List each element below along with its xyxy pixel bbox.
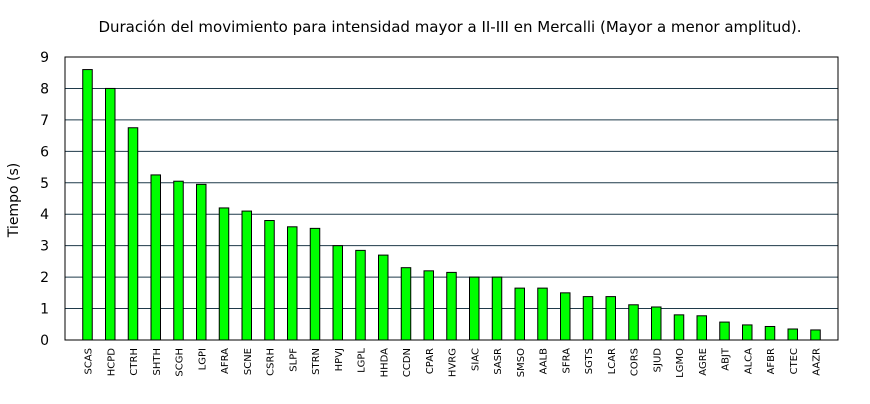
x-tick-label: SFRA bbox=[561, 348, 572, 374]
bar bbox=[787, 328, 798, 341]
bars bbox=[82, 69, 821, 341]
bar bbox=[537, 287, 548, 341]
x-tick-label: LCAR bbox=[607, 348, 618, 374]
y-tick-label: 7 bbox=[40, 113, 49, 129]
y-axis-label: Tiempo (s) bbox=[6, 163, 22, 238]
bar bbox=[82, 69, 93, 341]
bar bbox=[514, 287, 525, 341]
x-tick-label: LGMO bbox=[675, 348, 686, 378]
bar bbox=[491, 276, 503, 341]
x-tick-label: CTRH bbox=[129, 348, 140, 376]
bar bbox=[196, 183, 207, 341]
x-tick-label: SHTH bbox=[152, 348, 163, 376]
x-tick-label: HCPD bbox=[106, 348, 117, 377]
y-tick-labels: 0 1 2 3 4 5 6 7 8 9 bbox=[40, 50, 49, 349]
y-tick-label: 3 bbox=[40, 239, 49, 255]
x-tick-label: SCGH bbox=[175, 348, 186, 377]
y-tick-label: 9 bbox=[40, 50, 49, 66]
x-tick-label: CTEC bbox=[789, 348, 800, 374]
y-tick-label: 1 bbox=[40, 302, 49, 318]
bar bbox=[446, 271, 457, 341]
bar bbox=[173, 180, 184, 341]
x-tick-label: AFRA bbox=[220, 348, 231, 374]
x-tick-label: SGTS bbox=[584, 348, 595, 374]
x-tick-label: CORS bbox=[630, 348, 641, 376]
x-tick-label: HPVJ bbox=[334, 348, 345, 371]
y-tick-label: 5 bbox=[40, 176, 49, 192]
bar bbox=[105, 87, 116, 341]
bar bbox=[810, 329, 821, 341]
x-tick-label: CSRH bbox=[266, 348, 277, 376]
x-tick-label: SCAS bbox=[84, 348, 95, 375]
bar bbox=[218, 207, 230, 341]
y-tick-label: 4 bbox=[40, 207, 49, 223]
x-tick-label: HVRG bbox=[448, 348, 459, 377]
bar bbox=[651, 306, 662, 341]
bar bbox=[719, 321, 730, 341]
bar bbox=[696, 315, 707, 341]
bar bbox=[560, 292, 571, 341]
bar bbox=[309, 227, 321, 341]
x-tick-label: AALB bbox=[539, 348, 550, 375]
x-tick-label: SASR bbox=[493, 348, 504, 375]
bar bbox=[764, 325, 776, 341]
bar bbox=[241, 210, 252, 341]
bar bbox=[378, 254, 389, 341]
bar bbox=[605, 296, 616, 341]
bar bbox=[673, 314, 685, 341]
x-tick-label: ALCA bbox=[743, 348, 754, 374]
bar bbox=[287, 226, 298, 341]
bar bbox=[332, 245, 343, 341]
bar bbox=[423, 270, 434, 341]
bar bbox=[628, 304, 639, 341]
bar bbox=[469, 276, 480, 341]
bar bbox=[582, 296, 594, 341]
x-tick-labels: SCAS HCPD CTRH SHTH SCGH LGPI AFRA SCNE CSRH SLPF… bbox=[84, 347, 823, 378]
y-tick-label: 0 bbox=[40, 333, 49, 349]
bar bbox=[400, 267, 412, 341]
x-tick-label: AFBR bbox=[766, 348, 777, 374]
x-tick-label: SJUD bbox=[652, 348, 663, 373]
bar bbox=[742, 324, 753, 341]
x-tick-label: AGRE bbox=[698, 348, 709, 376]
x-tick-label: LGPL bbox=[357, 348, 368, 373]
x-tick-label: SCNE bbox=[243, 348, 254, 375]
x-tick-label: SLPF bbox=[288, 348, 299, 372]
x-tick-label: SIAC bbox=[470, 348, 481, 371]
bar bbox=[150, 174, 161, 341]
x-tick-label: STRN bbox=[311, 348, 322, 375]
x-tick-label: SMSO bbox=[516, 348, 527, 377]
y-tick-label: 6 bbox=[40, 144, 49, 160]
y-tick-label: 2 bbox=[40, 270, 49, 286]
x-tick-label: CPAR bbox=[425, 348, 436, 374]
bar bbox=[127, 127, 139, 341]
x-tick-label: CCDN bbox=[402, 348, 413, 377]
plot-frame bbox=[64, 56, 839, 341]
bar bbox=[264, 220, 275, 341]
y-tick-label: 8 bbox=[40, 81, 49, 97]
chart-title: Duración del movimiento para intensidad … bbox=[98, 18, 801, 36]
x-tick-label: ABJT bbox=[721, 347, 732, 371]
x-tick-label: HHDA bbox=[379, 348, 390, 378]
x-tick-label: AAZR bbox=[812, 348, 823, 376]
bar bbox=[355, 249, 366, 341]
x-tick-label: LGPI bbox=[197, 348, 208, 370]
